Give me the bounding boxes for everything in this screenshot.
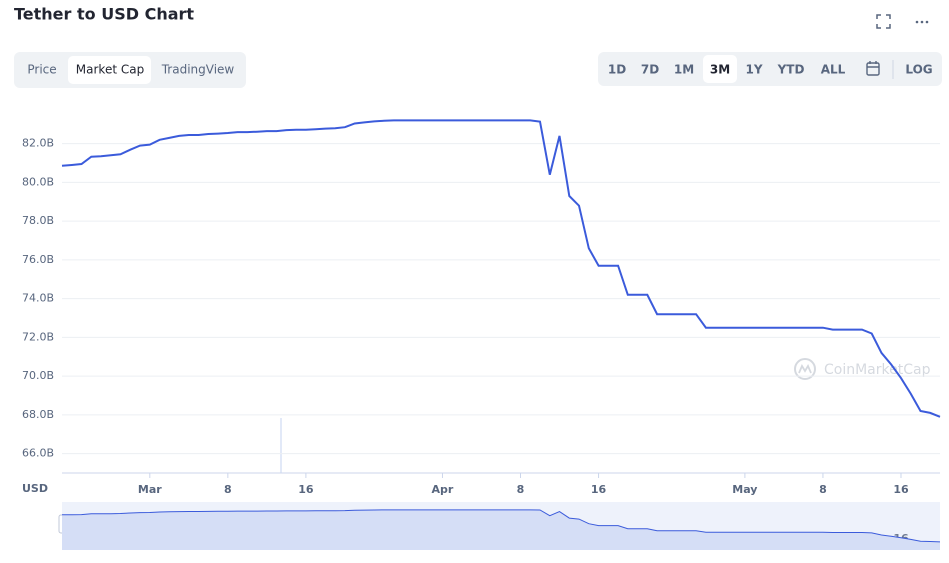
- x-tick-label: Apr: [432, 483, 454, 496]
- range-button[interactable]: YTD: [777, 63, 805, 77]
- more-icon[interactable]: [915, 20, 929, 24]
- watermark: CoinMarketCap: [794, 358, 931, 380]
- tab[interactable]: TradingView: [161, 63, 235, 77]
- range-button[interactable]: 1Y: [745, 63, 762, 77]
- x-tick-label: 16: [298, 483, 314, 496]
- range-button[interactable]: 7D: [641, 63, 659, 77]
- fullscreen-icon[interactable]: [876, 14, 891, 29]
- y-tick-label: 80.0B: [22, 175, 54, 188]
- y-tick-label: 70.0B: [22, 369, 54, 382]
- x-tick-label: 16: [893, 483, 909, 496]
- active-range-bg: [703, 55, 737, 83]
- range-button[interactable]: 1M: [674, 63, 694, 77]
- y-tick-label: 74.0B: [22, 292, 54, 305]
- y-tick-label: 72.0B: [22, 330, 54, 343]
- log-button[interactable]: LOG: [905, 63, 932, 77]
- range-group: [598, 52, 942, 86]
- x-tick-label: 8: [224, 483, 232, 496]
- active-tab-bg: [68, 56, 151, 84]
- y-tick-label: 76.0B: [22, 253, 54, 266]
- chart-title: Tether to USD Chart: [14, 5, 194, 24]
- navigator-line: [61, 509, 941, 543]
- y-tick-label: 68.0B: [22, 408, 54, 421]
- x-tick-label: Mar: [138, 483, 162, 496]
- tab[interactable]: Price: [27, 63, 56, 77]
- x-tick-label: 16: [591, 483, 607, 496]
- x-tick-label: 8: [819, 483, 827, 496]
- x-tick-label: May: [732, 483, 757, 496]
- y-tick-label: 82.0B: [22, 137, 54, 150]
- watermark-text: CoinMarketCap: [824, 362, 931, 378]
- y-tick-label: 78.0B: [22, 214, 54, 227]
- calendar-icon[interactable]: [866, 61, 880, 76]
- range-button[interactable]: ALL: [821, 63, 846, 77]
- currency-label: USD: [22, 482, 48, 495]
- range-button[interactable]: 1D: [608, 63, 626, 77]
- tab[interactable]: Market Cap: [76, 63, 144, 77]
- range-button[interactable]: 3M: [710, 63, 730, 77]
- navigator-area: [62, 509, 940, 550]
- y-tick-label: 66.0B: [22, 447, 54, 460]
- x-tick-label: 8: [517, 483, 525, 496]
- price-line: [61, 119, 941, 418]
